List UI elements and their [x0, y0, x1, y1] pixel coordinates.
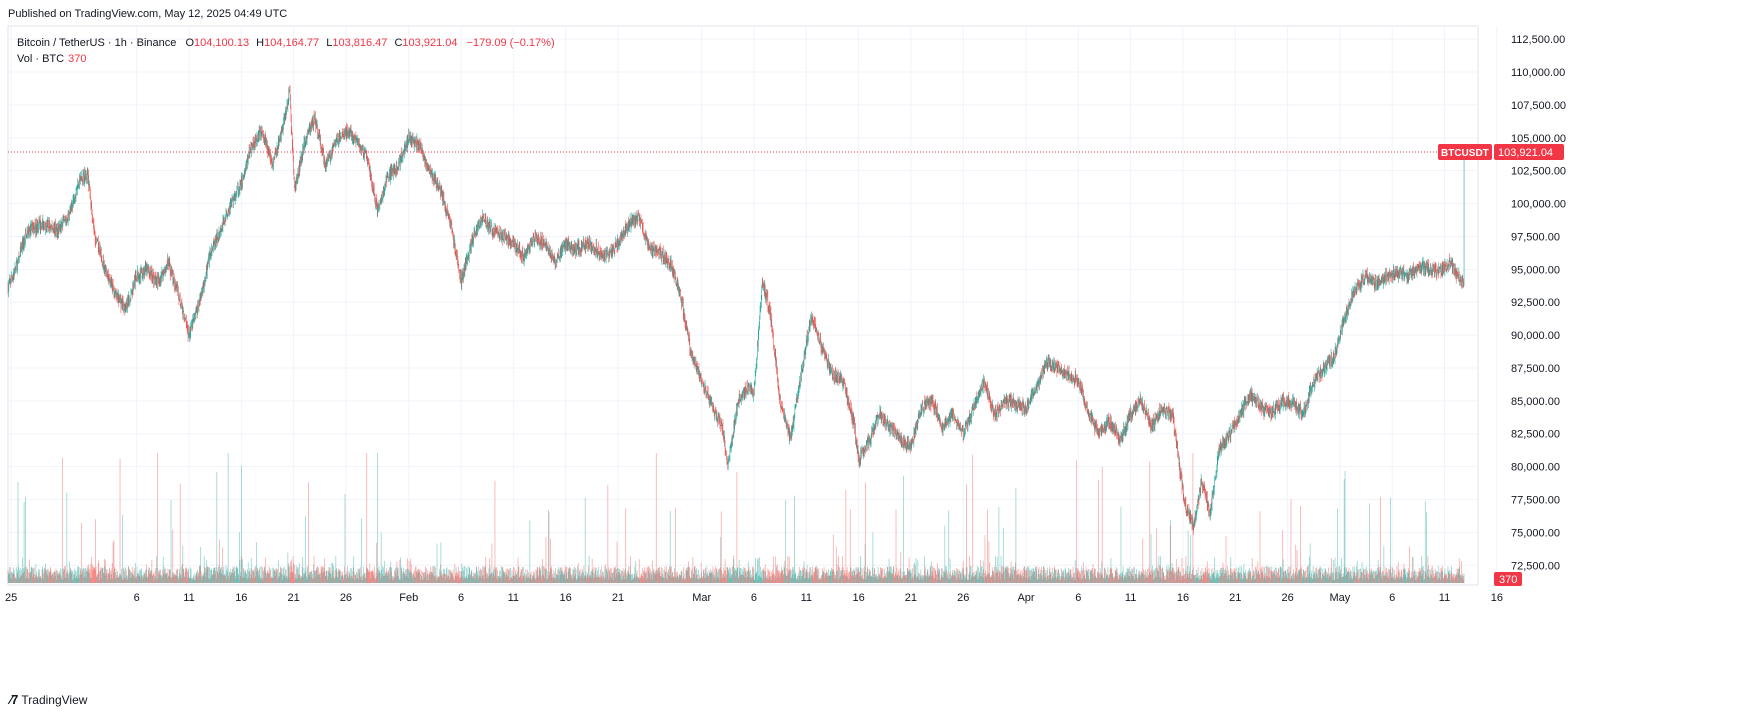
x-tick-label: May — [1330, 592, 1351, 604]
y-tick-label: 97,500.00 — [1511, 231, 1560, 243]
x-tick-label: 16 — [560, 592, 572, 604]
x-tick-label: 26 — [957, 592, 969, 604]
x-tick-label: 26 — [340, 592, 352, 604]
plot-frame — [7, 25, 1479, 586]
x-tick-label: 21 — [905, 592, 917, 604]
x-tick-label: 11 — [1439, 592, 1450, 604]
x-tick-label: Mar — [692, 592, 711, 604]
x-tick-label: 6 — [751, 592, 757, 604]
x-tick-label: 6 — [458, 592, 464, 604]
volume-bars — [7, 453, 1465, 583]
x-tick-label: 16 — [852, 592, 864, 604]
x-tick-label: 11 — [183, 592, 194, 604]
x-tick-label: 6 — [1075, 592, 1081, 604]
y-tick-label: 87,500.00 — [1511, 363, 1560, 375]
y-tick-label: 75,000.00 — [1511, 527, 1560, 539]
x-tick-label: Apr — [1017, 592, 1034, 604]
y-tick-label: 77,500.00 — [1511, 495, 1560, 507]
y-tick-label: 107,500.00 — [1511, 100, 1566, 112]
y-tick-label: 85,000.00 — [1511, 396, 1560, 408]
x-tick-label: 11 — [801, 592, 812, 604]
y-tick-label: 90,000.00 — [1511, 330, 1560, 342]
x-tick-label: 11 — [508, 592, 519, 604]
x-tick-label: 16 — [1491, 592, 1503, 604]
y-tick-label: 112,500.00 — [1511, 34, 1565, 46]
x-tick-label: 26 — [1281, 592, 1293, 604]
candles — [7, 85, 1465, 535]
y-tick-label: 92,500.00 — [1511, 297, 1560, 309]
x-tick-label: Feb — [399, 592, 418, 604]
y-tick-label: 110,000.00 — [1511, 67, 1565, 79]
x-tick-label: 11 — [1125, 592, 1136, 604]
x-tick-label: 25 — [5, 592, 17, 604]
y-tick-label: 105,000.00 — [1511, 133, 1566, 145]
x-tick-label: 21 — [1229, 592, 1241, 604]
x-tick-label: 6 — [134, 592, 140, 604]
x-tick-label: 21 — [288, 592, 300, 604]
x-tick-label: 6 — [1389, 592, 1395, 604]
x-tick-label: 16 — [235, 592, 247, 604]
y-tick-label: 72,500.00 — [1511, 560, 1560, 572]
y-tick-label: 102,500.00 — [1511, 166, 1566, 178]
y-tick-label: 82,500.00 — [1511, 429, 1560, 441]
x-tick-label: 16 — [1177, 592, 1189, 604]
y-tick-label: 100,000.00 — [1511, 199, 1566, 211]
y-tick-label: 95,000.00 — [1511, 264, 1560, 276]
y-tick-label: 80,000.00 — [1511, 462, 1560, 474]
x-tick-label: 21 — [612, 592, 624, 604]
